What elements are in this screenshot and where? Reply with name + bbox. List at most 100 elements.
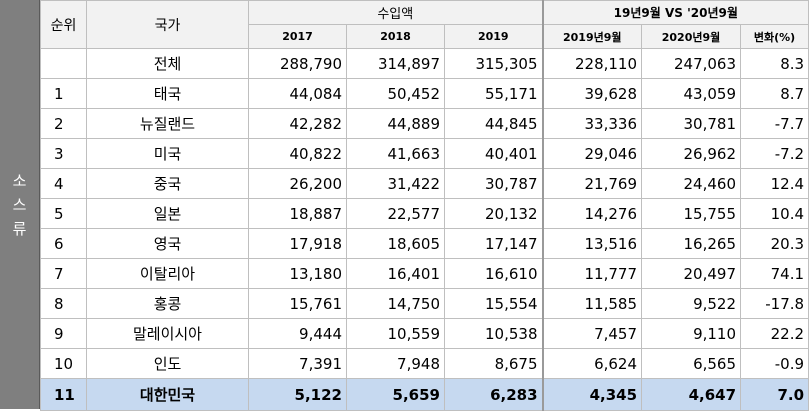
table-row: 11 대한민국 5,122 5,659 6,283 4,345 4,647 7.0 <box>40 378 809 411</box>
header-year-2018: 2018 <box>346 24 445 49</box>
sep-2020-cell: 43,059 <box>641 78 742 109</box>
value-2017-cell: 7,391 <box>248 348 347 379</box>
rank-cell: 10 <box>40 348 87 379</box>
value-2017-cell: 288,790 <box>248 48 347 79</box>
value-2018-cell: 10,559 <box>346 318 445 349</box>
header-import-group: 수입액 <box>247 0 544 25</box>
rank-cell: 5 <box>40 198 87 229</box>
country-cell: 뉴질랜드 <box>86 108 249 139</box>
rank-cell: 3 <box>40 138 87 169</box>
sep-2019-cell: 4,345 <box>542 378 643 411</box>
change-cell: 74.1 <box>740 258 809 289</box>
sep-2020-cell: 247,063 <box>641 48 742 79</box>
value-2019-cell: 40,401 <box>443 138 544 169</box>
value-2019-cell: 8,675 <box>443 348 544 379</box>
country-cell: 대한민국 <box>86 378 249 411</box>
value-2019-cell: 10,538 <box>443 318 544 349</box>
value-2017-cell: 9,444 <box>248 318 347 349</box>
sep-2019-cell: 228,110 <box>542 48 643 79</box>
side-label-char: 류 <box>12 219 27 238</box>
sep-2020-cell: 26,962 <box>641 138 742 169</box>
value-2018-cell: 314,897 <box>346 48 445 79</box>
change-cell: 22.2 <box>740 318 809 349</box>
table-body: 전체 288,790 314,897 315,305 228,110 247,063 8.3… <box>40 48 809 411</box>
rank-cell: 6 <box>40 228 87 259</box>
rank-cell <box>40 48 87 79</box>
change-cell: -7.2 <box>740 138 809 169</box>
sep-2020-cell: 9,522 <box>641 288 742 319</box>
table-row: 6 영국 17,918 18,605 17,147 13,516 16,265 20.3 <box>40 228 809 259</box>
rank-cell: 1 <box>40 78 87 109</box>
value-2017-cell: 17,918 <box>248 228 347 259</box>
header-country: 국가 <box>86 0 249 49</box>
sep-2020-cell: 20,497 <box>641 258 742 289</box>
sep-2020-cell: 24,460 <box>641 168 742 199</box>
value-2018-cell: 22,577 <box>346 198 445 229</box>
value-2018-cell: 44,889 <box>346 108 445 139</box>
sep-2019-cell: 11,585 <box>542 288 643 319</box>
value-2018-cell: 5,659 <box>346 378 445 411</box>
import-table: 순위 국가 수입액 19년9월 VS '20년9월 2017 2018 2019… <box>40 0 809 411</box>
value-2019-cell: 315,305 <box>443 48 544 79</box>
value-2017-cell: 40,822 <box>248 138 347 169</box>
country-cell: 태국 <box>86 78 249 109</box>
value-2019-cell: 17,147 <box>443 228 544 259</box>
sep-2019-cell: 33,336 <box>542 108 643 139</box>
change-cell: 7.0 <box>740 378 809 411</box>
country-cell: 전체 <box>86 48 249 79</box>
value-2018-cell: 41,663 <box>346 138 445 169</box>
header-period-group: 19년9월 VS '20년9월 <box>542 0 809 25</box>
sep-2019-cell: 13,516 <box>542 228 643 259</box>
value-2019-cell: 44,845 <box>443 108 544 139</box>
sep-2019-cell: 14,276 <box>542 198 643 229</box>
header-rank: 순위 <box>40 0 87 49</box>
value-2018-cell: 50,452 <box>346 78 445 109</box>
country-cell: 인도 <box>86 348 249 379</box>
sep-2020-cell: 15,755 <box>641 198 742 229</box>
value-2017-cell: 42,282 <box>248 108 347 139</box>
table-row: 8 홍콩 15,761 14,750 15,554 11,585 9,522 -17.8 <box>40 288 809 319</box>
header-year-2019: 2019 <box>443 24 544 49</box>
sep-2019-cell: 6,624 <box>542 348 643 379</box>
table-row: 3 미국 40,822 41,663 40,401 29,046 26,962 -7.2 <box>40 138 809 169</box>
table-row: 전체 288,790 314,897 315,305 228,110 247,063 8.3 <box>40 48 809 79</box>
table-row: 2 뉴질랜드 42,282 44,889 44,845 33,336 30,781 -7.7 <box>40 108 809 139</box>
sep-2019-cell: 39,628 <box>542 78 643 109</box>
rank-cell: 2 <box>40 108 87 139</box>
sep-2020-cell: 9,110 <box>641 318 742 349</box>
country-cell: 일본 <box>86 198 249 229</box>
country-cell: 중국 <box>86 168 249 199</box>
change-cell: -17.8 <box>740 288 809 319</box>
country-cell: 영국 <box>86 228 249 259</box>
rank-cell: 8 <box>40 288 87 319</box>
change-cell: 8.3 <box>740 48 809 79</box>
value-2019-cell: 20,132 <box>443 198 544 229</box>
table-row: 5 일본 18,887 22,577 20,132 14,276 15,755 10.4 <box>40 198 809 229</box>
table-row: 4 중국 26,200 31,422 30,787 21,769 24,460 12.4 <box>40 168 809 199</box>
country-cell: 홍콩 <box>86 288 249 319</box>
value-2018-cell: 14,750 <box>346 288 445 319</box>
change-cell: 12.4 <box>740 168 809 199</box>
country-cell: 말레이시아 <box>86 318 249 349</box>
header-sep-2020: 2020년9월 <box>641 24 742 49</box>
country-cell: 미국 <box>86 138 249 169</box>
sep-2020-cell: 4,647 <box>641 378 742 411</box>
side-label-char: 소 <box>12 171 27 190</box>
change-cell: -7.7 <box>740 108 809 139</box>
value-2018-cell: 18,605 <box>346 228 445 259</box>
value-2017-cell: 18,887 <box>248 198 347 229</box>
rank-cell: 11 <box>40 378 87 411</box>
sep-2019-cell: 29,046 <box>542 138 643 169</box>
sep-2019-cell: 21,769 <box>542 168 643 199</box>
change-cell: 8.7 <box>740 78 809 109</box>
value-2019-cell: 6,283 <box>443 378 544 411</box>
sep-2019-cell: 11,777 <box>542 258 643 289</box>
rank-cell: 9 <box>40 318 87 349</box>
rank-cell: 4 <box>40 168 87 199</box>
header-change: 변화(%) <box>740 24 809 49</box>
country-cell: 이탈리아 <box>86 258 249 289</box>
value-2017-cell: 5,122 <box>248 378 347 411</box>
sep-2019-cell: 7,457 <box>542 318 643 349</box>
value-2018-cell: 31,422 <box>346 168 445 199</box>
